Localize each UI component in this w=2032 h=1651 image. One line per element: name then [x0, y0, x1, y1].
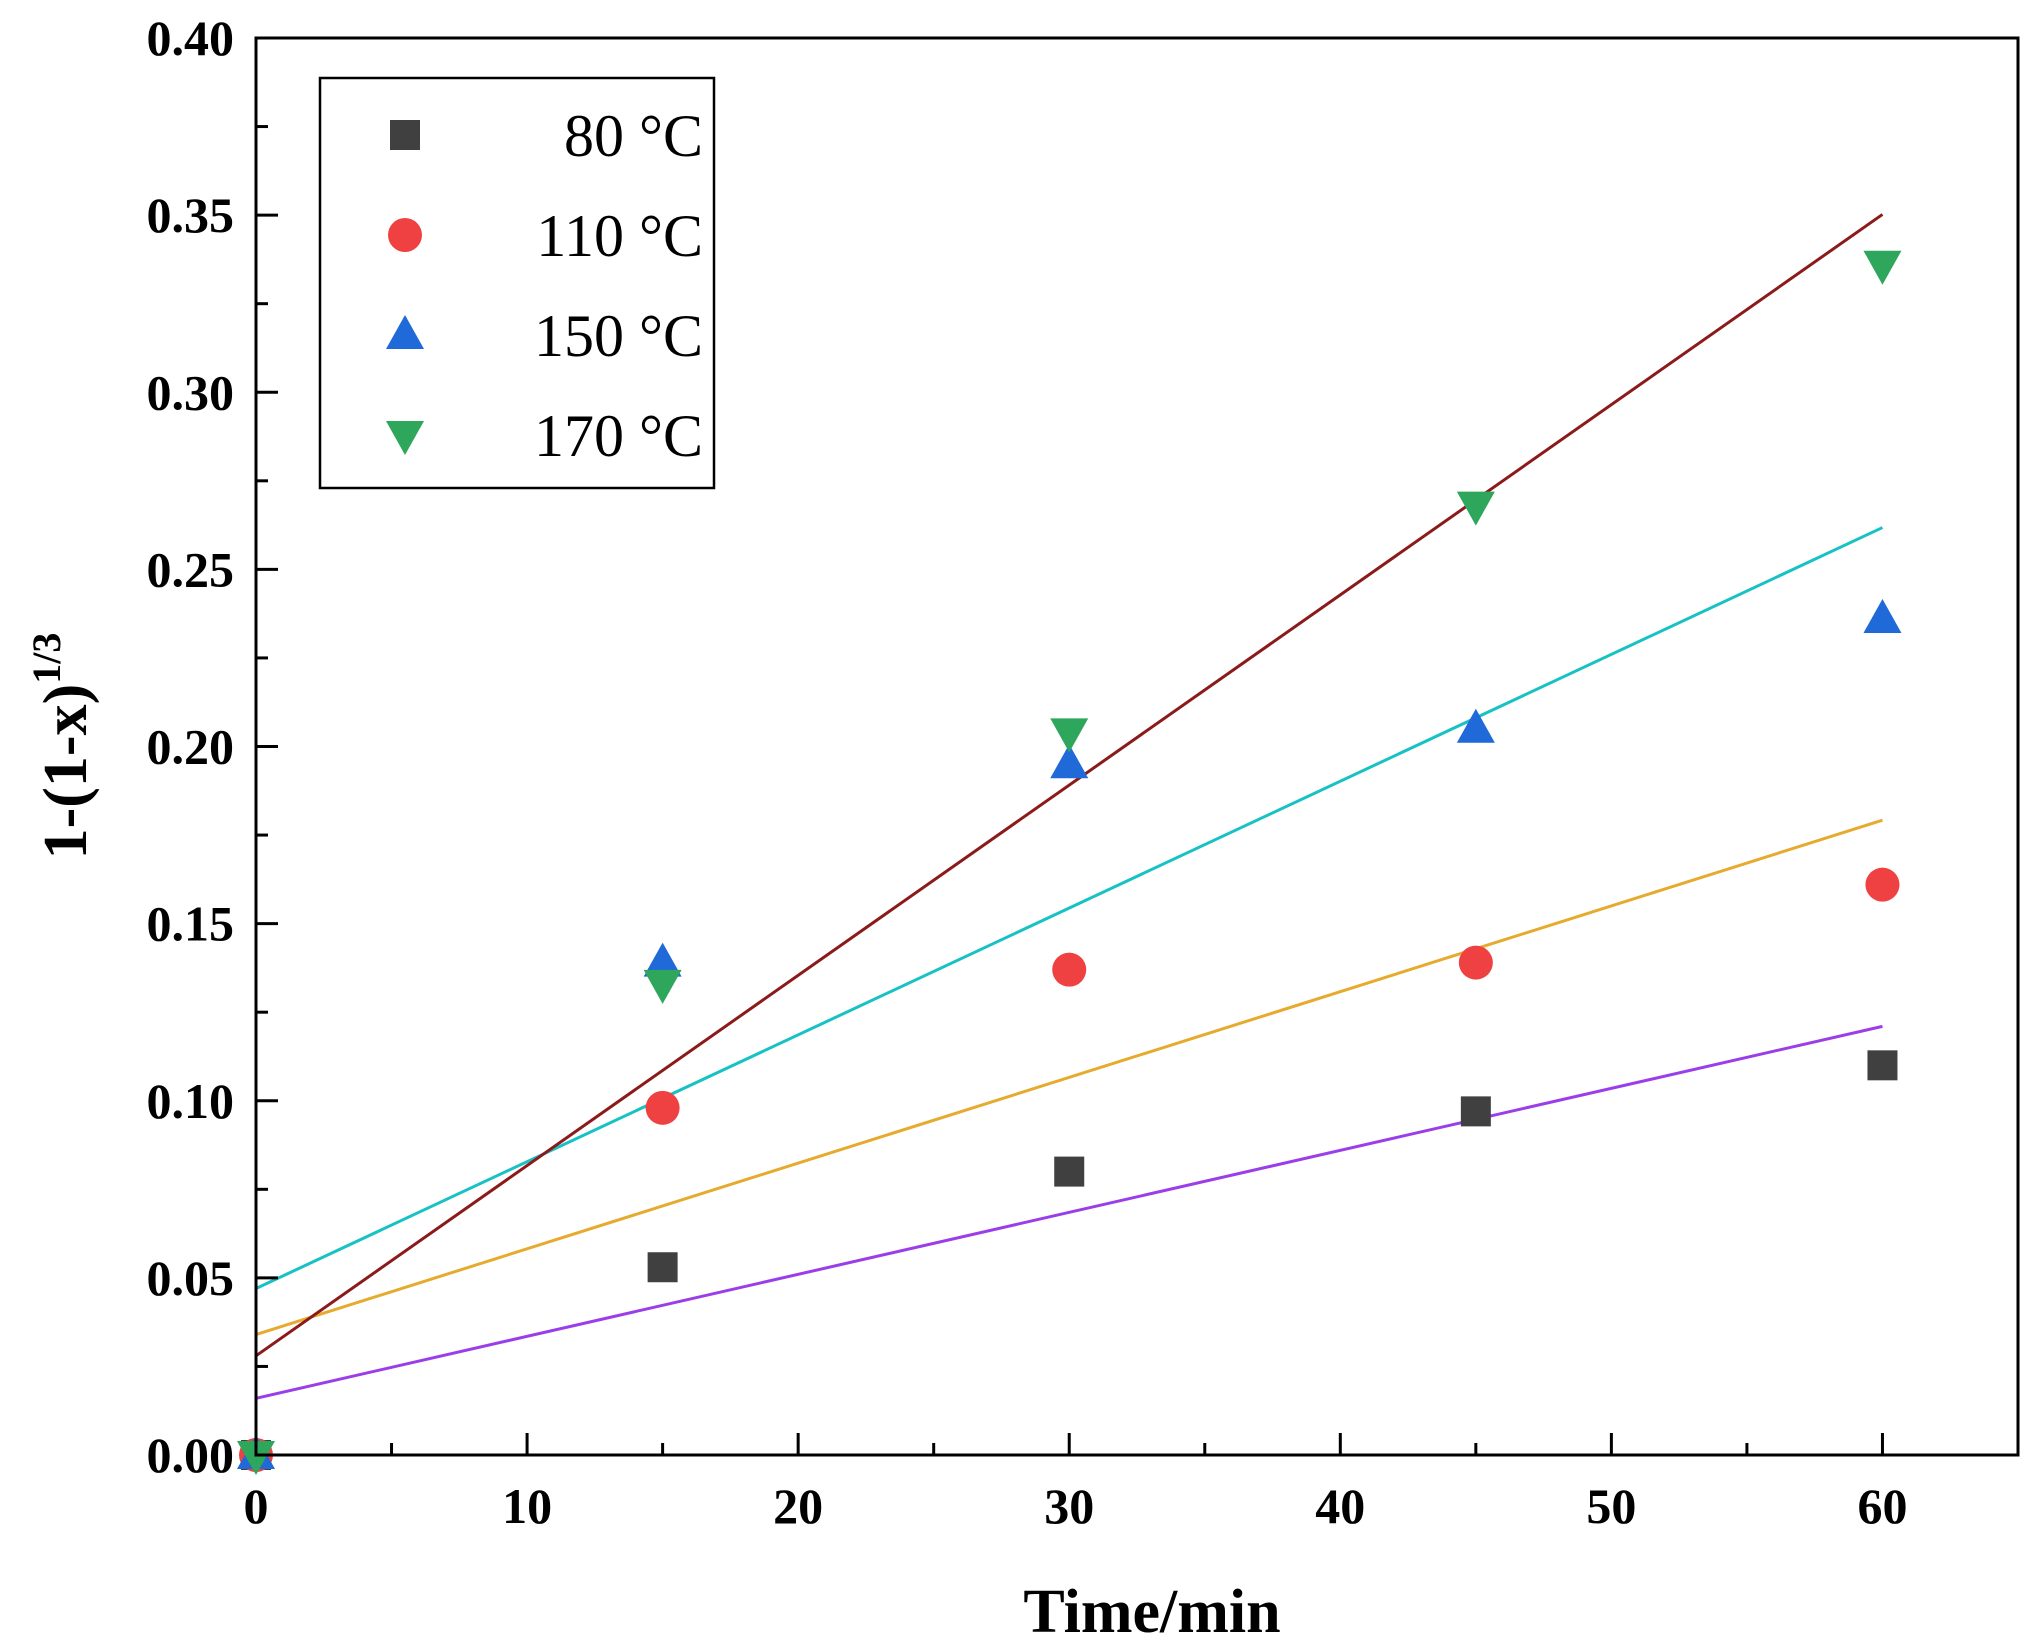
x-tick-label: 40 [1315, 1478, 1365, 1534]
data-point [1863, 250, 1902, 285]
y-tick-label: 0.40 [147, 10, 235, 66]
data-point [1458, 945, 1493, 980]
fit-line [255, 213, 1884, 1358]
y-axis-title: 1-(1-x)1/3 [24, 633, 100, 860]
y-tick-label: 0.05 [147, 1250, 235, 1306]
data-point [643, 969, 682, 1004]
fit-line [255, 1024, 1883, 1400]
legend-label: 150 °C [534, 303, 703, 369]
y-tick-label: 0.00 [147, 1427, 235, 1483]
y-axis-title-exponent: 1/3 [24, 633, 69, 684]
legend-entries: 80 °C 110 °C 150 °C 170 °C [386, 103, 703, 469]
legend-label: 110 °C [536, 203, 703, 269]
x-axis-title: Time/min [1023, 1578, 1280, 1646]
data-point [1050, 744, 1089, 779]
data-point [237, 1441, 275, 1475]
data-point [1050, 718, 1089, 753]
legend-marker [386, 315, 424, 349]
legend-box [318, 76, 716, 490]
y-axis-title-base: 1-(1-x) [32, 684, 100, 860]
data-point [645, 1090, 680, 1125]
x-tick-label: 60 [1857, 1478, 1907, 1534]
x-tick-label: 0 [244, 1478, 269, 1534]
fit-line [255, 526, 1884, 1290]
legend-marker [386, 421, 424, 455]
x-tick-label: 50 [1586, 1478, 1636, 1534]
legend-label: 170 °C [534, 403, 703, 469]
axis-ticks [254, 36, 2020, 1457]
data-point [1456, 491, 1495, 526]
y-tick-label: 0.20 [147, 719, 235, 775]
x-tick-label: 30 [1044, 1478, 1094, 1534]
y-tick-label: 0.35 [147, 187, 235, 243]
x-tick-label: 10 [502, 1478, 552, 1534]
data-point [643, 942, 682, 977]
data-point [1054, 1156, 1085, 1187]
y-tick-label: 0.30 [147, 364, 235, 420]
legend-label: 80 °C [564, 103, 703, 169]
data-point [1865, 867, 1900, 902]
y-tick-label: 0.15 [147, 896, 235, 952]
legend-marker [390, 120, 420, 150]
fit-lines [255, 213, 1884, 1400]
y-tick-label: 0.10 [147, 1073, 235, 1129]
legend-marker [388, 218, 422, 252]
data-point [647, 1252, 678, 1283]
legend: 80 °C 110 °C 150 °C 170 °C [318, 76, 716, 490]
data-point [1052, 952, 1087, 987]
data-point [1460, 1096, 1491, 1127]
x-tick-label: 20 [773, 1478, 823, 1534]
data-point [1863, 598, 1902, 633]
data-point [1456, 708, 1495, 743]
tick-labels: 0 10 20 30 40 50 60 0.00 0.05 0.10 0.15 0.20 0.25 0.3… [147, 10, 1908, 1534]
y-tick-label: 0.25 [147, 541, 235, 597]
fit-line [255, 818, 1883, 1336]
data-point [1867, 1050, 1898, 1081]
